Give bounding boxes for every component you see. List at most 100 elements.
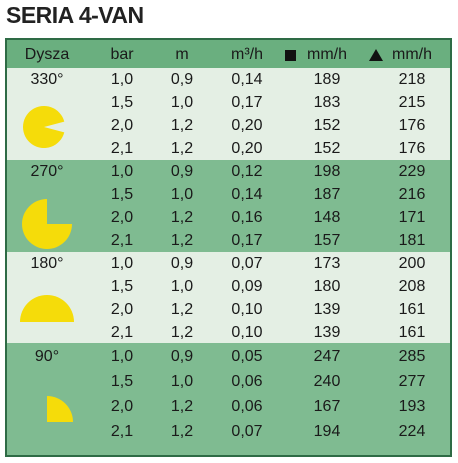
cell: 216 [398,186,426,203]
cell: 1,5 [110,94,134,111]
cell: 2,1 [110,232,134,249]
cell: 1,2 [170,398,194,415]
cell: 2,0 [110,117,134,134]
sector-icon [23,106,65,149]
cell: 176 [398,140,426,157]
cell: 1,5 [110,278,134,295]
cell: 0,16 [231,209,263,226]
cell: 0,14 [231,186,263,203]
cell: 1,0 [110,348,134,365]
cell: 139 [313,301,341,318]
cell: 1,2 [170,301,194,318]
cell: 181 [398,232,426,249]
cell: 1,2 [170,140,194,157]
cell: 0,9 [170,71,194,88]
cell: 1,0 [110,71,134,88]
cell: 173 [313,255,341,272]
cell: 139 [313,324,341,341]
cell: 187 [313,186,341,203]
cell: 2,1 [110,324,134,341]
cell: 200 [398,255,426,272]
cell: 1,0 [110,255,134,272]
column-header: m [175,46,189,63]
cell: 1,0 [170,373,194,390]
cell: 1,0 [110,163,134,180]
cell: 2,0 [110,398,134,415]
cell: 167 [313,398,341,415]
square-icon [285,50,296,61]
cell: 0,06 [231,373,263,390]
cell: 1,0 [170,94,194,111]
cell: 240 [313,373,341,390]
cell: 0,9 [170,255,194,272]
cell: 0,17 [231,94,263,111]
cell: 1,5 [110,186,134,203]
cell: 208 [398,278,426,295]
cell: 0,20 [231,117,263,134]
sector-icon [20,295,74,322]
angle-label: 180° [30,255,64,272]
cell: 0,07 [231,423,263,440]
cell: 198 [313,163,341,180]
cell: 176 [398,117,426,134]
cell: 247 [313,348,341,365]
cell: 0,09 [231,278,263,295]
cell: 0,05 [231,348,263,365]
cell: 2,0 [110,301,134,318]
column-header: mm/h [392,46,432,63]
cell: 1,2 [170,232,194,249]
cell: 1,5 [110,373,134,390]
angle-label: 330° [30,71,64,88]
cell: 218 [398,71,426,88]
cell: 0,14 [231,71,263,88]
cell: 161 [398,324,426,341]
cell: 0,10 [231,324,263,341]
cell: 277 [398,373,426,390]
angle-label: 90° [34,348,60,365]
group-band [7,160,450,252]
cell: 0,9 [170,163,194,180]
cell: 183 [313,94,341,111]
cell: 0,12 [231,163,263,180]
cell: 180 [313,278,341,295]
cell: 1,2 [170,423,194,440]
cell: 0,17 [231,232,263,249]
sector-icons [20,106,74,422]
cell: 161 [398,301,426,318]
cell: 0,10 [231,301,263,318]
cell: 171 [398,209,426,226]
cell: 193 [398,398,426,415]
cell: 1,2 [170,209,194,226]
cell: 152 [313,140,341,157]
cell: 2,1 [110,140,134,157]
triangle-icon [369,49,383,61]
cell: 0,06 [231,398,263,415]
group-band [7,252,450,343]
cell: 285 [398,348,426,365]
cell: 229 [398,163,426,180]
group-band [7,343,450,455]
cell: 2,0 [110,209,134,226]
cell: 0,07 [231,255,263,272]
cell: 1,0 [170,278,194,295]
cell: 0,20 [231,140,263,157]
cell: 194 [313,423,341,440]
group-band [7,68,450,160]
sector-icon [47,396,73,422]
column-header: mm/h [307,46,347,63]
cell: 152 [313,117,341,134]
cell: 224 [398,423,426,440]
cell: 0,9 [170,348,194,365]
table: Dysza bar m m³/h mm/h mm/h 330° 1,0 0,9 0,14 189 21… [5,38,452,457]
cell: 189 [313,71,341,88]
cell: 215 [398,94,426,111]
sector-icon [22,199,72,249]
cell: 148 [313,209,341,226]
cell: 1,2 [170,324,194,341]
column-header: bar [110,46,134,63]
cell: 1,2 [170,117,194,134]
column-header: Dysza [24,46,70,63]
cell: 2,1 [110,423,134,440]
cell: 157 [313,232,341,249]
